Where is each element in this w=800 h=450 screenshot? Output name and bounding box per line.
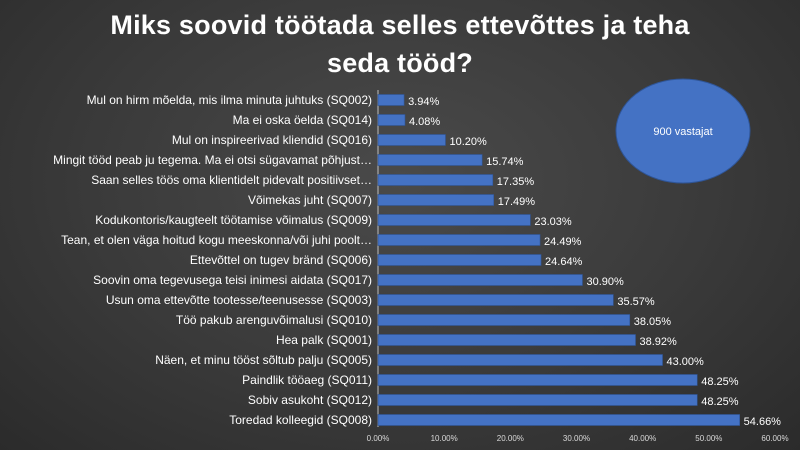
bar <box>377 314 631 326</box>
value-label: 24.64% <box>545 256 583 268</box>
bar <box>377 114 406 126</box>
category-label: Mul on inspireerivad kliendid (SQ016) <box>172 133 372 147</box>
bar <box>377 194 495 206</box>
category-label: Usun oma ettevõtte tootesse/teenusesse (… <box>106 293 372 307</box>
value-label: 17.35% <box>497 176 535 188</box>
value-label: 30.90% <box>586 276 624 288</box>
x-tick-label: 60.00% <box>761 434 788 443</box>
category-label: Võimekas juht (SQ007) <box>248 193 372 207</box>
bar <box>377 254 542 266</box>
category-label: Ma ei oska öelda (SQ014) <box>233 113 372 127</box>
bar <box>377 334 636 346</box>
x-tick-label: 10.00% <box>431 434 458 443</box>
bar <box>377 414 740 426</box>
bar <box>377 174 494 186</box>
chart-title-line-2: seda tööd? <box>326 48 473 78</box>
category-label: Mul on hirm mõelda, mis ilma minuta juht… <box>87 93 372 107</box>
x-tick-label: 0.00% <box>367 434 390 443</box>
respondents-label: 900 vastajat <box>653 126 712 138</box>
category-label: Näen, et minu tööst sõltub palju (SQ005) <box>155 353 372 367</box>
category-label: Mingit tööd peab ju tegema. Ma ei otsi s… <box>53 153 372 167</box>
value-label: 15.74% <box>486 156 524 168</box>
value-label: 48.25% <box>701 396 739 408</box>
bar <box>377 154 483 166</box>
value-label: 4.08% <box>409 116 440 128</box>
chart-title: Miks soovid töötada selles ettevõttes ja… <box>0 6 800 82</box>
value-label: 35.57% <box>617 296 655 308</box>
bar <box>377 214 531 226</box>
bar <box>377 354 663 366</box>
value-label: 54.66% <box>744 416 782 428</box>
value-label: 23.03% <box>534 216 572 228</box>
x-tick-label: 50.00% <box>695 434 722 443</box>
value-label: 48.25% <box>701 376 739 388</box>
value-label: 43.00% <box>667 356 705 368</box>
category-label: Sobiv asukoht (SQ012) <box>248 393 372 407</box>
category-label: Toredad kolleegid (SQ008) <box>229 413 372 427</box>
category-label: Ettevõttel on tugev bränd (SQ006) <box>190 253 372 267</box>
category-label: Kodukontoris/kaugteelt töötamise võimalu… <box>95 213 372 227</box>
category-label: Saan selles töös oma klientidelt pideval… <box>91 173 372 187</box>
value-label: 38.05% <box>634 316 672 328</box>
chart-title-line-1: Miks soovid töötada selles ettevõttes ja… <box>110 10 690 40</box>
value-label: 3.94% <box>408 96 439 108</box>
bar <box>377 94 405 106</box>
value-label: 24.49% <box>544 236 582 248</box>
category-label: Töö pakub arenguvõimalusi (SQ010) <box>176 313 372 327</box>
respondents-bubble <box>615 78 751 184</box>
x-tick-label: 40.00% <box>629 434 656 443</box>
value-label: 10.20% <box>449 136 487 148</box>
bar <box>377 274 583 286</box>
x-tick-label: 30.00% <box>563 434 590 443</box>
category-label: Soovin oma tegevusega teisi inimesi aida… <box>93 273 372 287</box>
category-label: Hea palk (SQ001) <box>276 333 372 347</box>
bar <box>377 374 698 386</box>
value-label: 17.49% <box>498 196 536 208</box>
value-label: 38.92% <box>640 336 678 348</box>
bar <box>377 234 541 246</box>
bar <box>377 134 446 146</box>
bar <box>377 394 698 406</box>
x-tick-label: 20.00% <box>497 434 524 443</box>
bar <box>377 294 614 306</box>
category-label: Tean, et olen väga hoitud kogu meeskonna… <box>61 233 372 247</box>
category-label: Paindlik tööaeg (SQ011) <box>242 373 372 387</box>
